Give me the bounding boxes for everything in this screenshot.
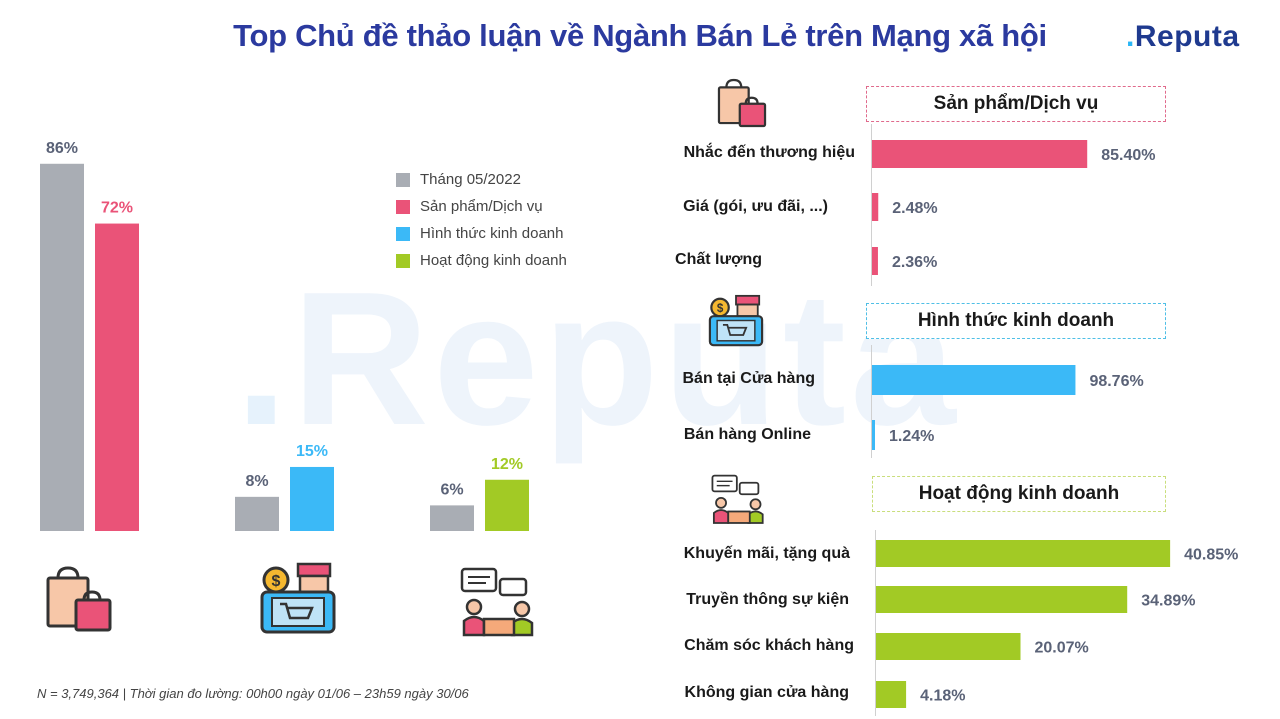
legend-swatch-grey <box>396 172 410 187</box>
meeting-discussion-icon <box>711 474 764 524</box>
category-label: Giá (gói, ưu đãi, ...) <box>683 198 828 215</box>
legend-item: Sản phẩm/Dịch vụ <box>396 193 567 220</box>
legend-swatch-pink <box>396 199 410 214</box>
bar <box>872 193 879 221</box>
category-label: Truyền thông sự kiện <box>686 591 849 608</box>
data-label: 34.89% <box>1141 593 1195 610</box>
data-label: 4.18% <box>920 688 965 705</box>
data-label: 40.85% <box>1184 547 1238 564</box>
bar <box>872 365 1076 395</box>
shopping-bags-icon <box>46 566 112 632</box>
bar <box>872 247 878 275</box>
data-label: 98.76% <box>1089 373 1143 390</box>
section-title-business-activity: Hoạt động kinh doanh <box>872 476 1166 512</box>
bar <box>95 223 139 531</box>
watermark: .Reputa <box>235 253 960 465</box>
bar <box>872 140 1088 168</box>
data-label: 2.48% <box>892 200 937 217</box>
category-label: Bán hàng Online <box>683 426 811 443</box>
page-title: Top Chủ đề thảo luận về Ngành Bán Lẻ trê… <box>233 18 1047 53</box>
meeting-discussion-icon <box>460 567 534 637</box>
data-label: 15% <box>296 443 328 460</box>
legend-swatch-green <box>396 253 410 268</box>
footnote: N = 3,749,364 | Thời gian đo lường: 00h0… <box>37 686 469 701</box>
category-label: Chất lượng <box>675 251 762 268</box>
bar <box>872 420 875 450</box>
bar <box>876 633 1021 660</box>
section-title-products: Sản phẩm/Dịch vụ <box>866 86 1166 122</box>
category-label: Chăm sóc khách hàng <box>684 637 854 654</box>
shopping-bags-icon <box>717 78 767 128</box>
legend-item: Hình thức kinh doanh <box>396 220 567 247</box>
data-label: 2.36% <box>892 254 937 271</box>
brand-logo: .Reputa <box>1126 20 1240 53</box>
bar <box>290 466 334 531</box>
category-label: Bán tại Cửa hàng <box>682 370 816 387</box>
data-label: 20.07% <box>1035 640 1089 657</box>
bar <box>876 586 1128 613</box>
data-label: 6% <box>440 481 463 498</box>
bar <box>876 681 907 708</box>
bar <box>876 540 1171 567</box>
bar <box>235 496 279 531</box>
data-label: 8% <box>245 473 268 490</box>
data-label: 12% <box>491 456 523 473</box>
section-title-business-form: Hình thức kinh doanh <box>866 303 1166 339</box>
bar <box>40 163 84 531</box>
online-store-icon: $ <box>260 562 336 634</box>
category-label: Khuyến mãi, tặng quà <box>683 545 850 562</box>
legend-item: Tháng 05/2022 <box>396 166 567 193</box>
data-label: 72% <box>101 200 133 217</box>
online-store-icon: $ <box>708 294 764 347</box>
data-label: 1.24% <box>889 428 934 445</box>
data-label: 86% <box>46 140 78 157</box>
bar <box>485 479 529 531</box>
legend-swatch-blue <box>396 226 410 241</box>
bar <box>430 505 474 531</box>
svg-text:$: $ <box>717 302 724 315</box>
svg-text:$: $ <box>272 573 281 590</box>
category-label: Nhắc đến thương hiệu <box>683 144 855 161</box>
legend-item: Hoạt động kinh doanh <box>396 247 567 274</box>
data-label: 85.40% <box>1101 147 1155 164</box>
category-label: Không gian cửa hàng <box>684 684 849 701</box>
legend: Tháng 05/2022 Sản phẩm/Dịch vụ Hình thức… <box>396 166 567 274</box>
